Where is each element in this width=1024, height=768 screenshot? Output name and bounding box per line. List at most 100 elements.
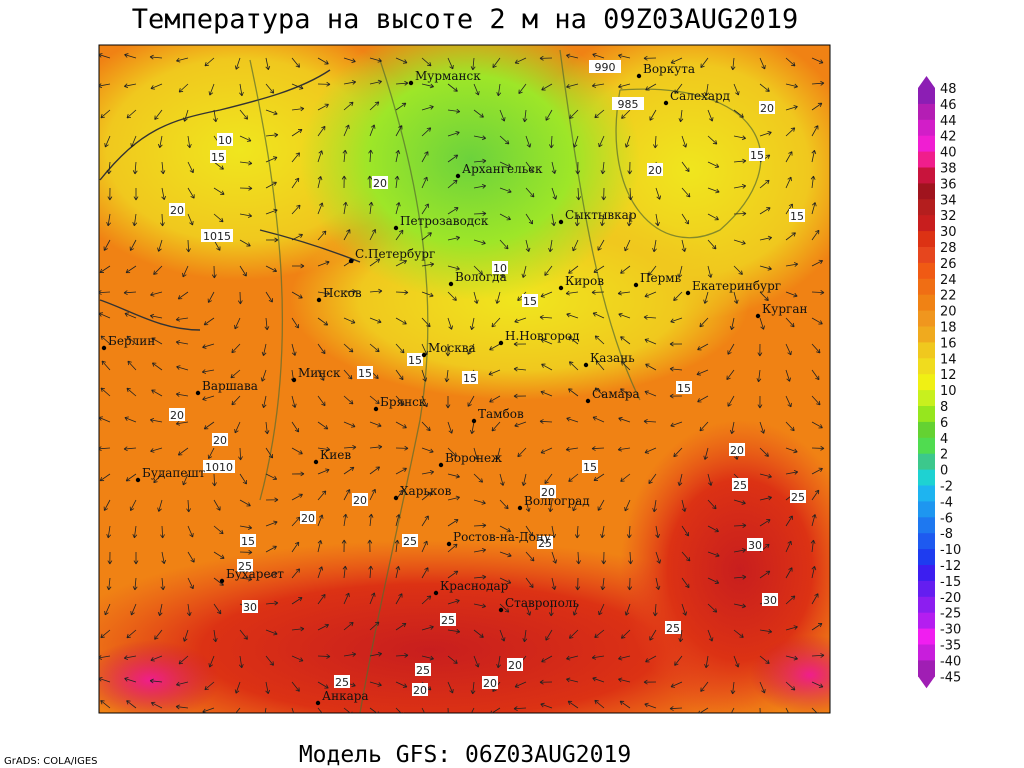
- wind-arrow: [592, 676, 605, 683]
- contour-label: 15: [790, 210, 804, 223]
- wind-arrow: [499, 499, 509, 510]
- wind-arrow: [368, 513, 374, 527]
- wind-arrow: [124, 416, 137, 423]
- wind-arrow: [733, 109, 744, 118]
- wind-arrow: [469, 317, 475, 331]
- contour-label-box: [507, 658, 523, 671]
- wind-arrow: [149, 54, 163, 60]
- wind-arrow: [678, 629, 684, 643]
- wind-arrow: [811, 149, 817, 163]
- wind-arrow: [132, 213, 138, 227]
- contour-label-box: [747, 538, 763, 551]
- wind-arrow: [649, 109, 657, 121]
- wind-arrow: [655, 213, 660, 227]
- wind-arrow: [539, 314, 553, 320]
- wind-arrow: [235, 707, 241, 713]
- colorbar-label: 40: [940, 146, 957, 161]
- wind-arrow: [291, 707, 295, 713]
- colorbar-label: -10: [940, 543, 961, 558]
- wind-arrow: [369, 343, 380, 353]
- wind-arrow: [421, 595, 432, 605]
- contour-label-box: [790, 490, 806, 503]
- wind-arrow: [811, 707, 821, 713]
- wind-arrow: [265, 237, 279, 243]
- wind-arrow: [669, 341, 683, 347]
- wind-arrow: [161, 187, 167, 201]
- wind-arrow: [369, 228, 377, 241]
- wind-arrow: [151, 389, 163, 397]
- wind-arrows: [99, 52, 825, 713]
- field-hot-east: [620, 420, 830, 713]
- wind-arrow: [202, 395, 215, 401]
- wind-arrow: [317, 176, 323, 189]
- contour-label: 20: [648, 164, 662, 177]
- wind-arrow: [785, 625, 798, 631]
- wind-arrow: [525, 239, 531, 252]
- contour-label-box: [372, 176, 388, 189]
- colorbar-swatch: [918, 406, 935, 423]
- contour-label: 25: [666, 622, 680, 635]
- wind-arrow: [785, 470, 799, 475]
- contour-label-box: [540, 485, 556, 498]
- wind-arrow: [239, 629, 248, 640]
- wind-arrow: [421, 262, 435, 267]
- wind-arrow: [239, 576, 253, 582]
- wind-arrow: [811, 593, 819, 605]
- wind-arrow: [343, 124, 350, 137]
- wind-arrow: [729, 317, 735, 331]
- wind-arrow: [473, 547, 487, 553]
- wind-arrow: [317, 260, 330, 267]
- wind-arrow: [239, 135, 252, 142]
- contour-label-box: [415, 663, 431, 676]
- isobar-label-box: [203, 460, 235, 473]
- wind-arrow: [343, 621, 354, 631]
- wind-arrow: [317, 81, 331, 87]
- wind-arrow: [551, 551, 558, 564]
- wind-arrow: [123, 446, 137, 452]
- wind-arrow: [489, 343, 501, 351]
- contour-label-box: [412, 683, 428, 696]
- wind-arrow: [421, 151, 429, 163]
- wind-arrow: [104, 603, 111, 616]
- wind-arrow: [703, 447, 709, 460]
- wind-arrow: [598, 135, 605, 148]
- contour-label-box: [210, 150, 226, 163]
- wind-arrow: [620, 265, 631, 274]
- city-label: Будапешт: [142, 466, 206, 480]
- wind-arrow: [785, 83, 798, 89]
- wind-arrow: [176, 365, 189, 371]
- wind-arrow: [150, 291, 163, 297]
- wind-arrow: [624, 239, 631, 252]
- wind-arrow: [395, 622, 407, 631]
- wind-arrow: [106, 525, 112, 539]
- wind-arrow: [447, 473, 460, 479]
- wind-arrow: [178, 83, 189, 93]
- wind-arrow: [238, 447, 243, 461]
- wind-arrow: [99, 83, 111, 88]
- wind-arrow: [101, 360, 111, 371]
- wind-arrow: [620, 473, 631, 482]
- wind-arrow: [473, 265, 483, 275]
- wind-arrow: [160, 213, 165, 227]
- wind-arrow: [759, 235, 773, 241]
- wind-arrow: [811, 125, 819, 137]
- wind-arrow: [513, 393, 527, 399]
- city-dot: [558, 285, 564, 291]
- city-dot: [393, 225, 399, 231]
- wind-arrow: [733, 184, 747, 189]
- wind-arrow: [525, 577, 534, 589]
- wind-arrow: [176, 57, 189, 63]
- city-label: Воронеж: [445, 451, 502, 465]
- wind-arrow: [569, 629, 579, 639]
- wind-arrow: [499, 629, 506, 642]
- city-label: Краснодар: [440, 579, 509, 593]
- wind-arrow: [395, 343, 405, 354]
- wind-arrow: [183, 109, 189, 122]
- wind-arrow: [234, 681, 241, 694]
- wind-arrow: [447, 207, 459, 215]
- contour-label: 20: [760, 102, 774, 115]
- wind-arrow: [700, 681, 709, 692]
- wind-arrow: [756, 369, 762, 383]
- wind-arrow: [369, 288, 383, 294]
- colorbar-swatch: [918, 453, 935, 471]
